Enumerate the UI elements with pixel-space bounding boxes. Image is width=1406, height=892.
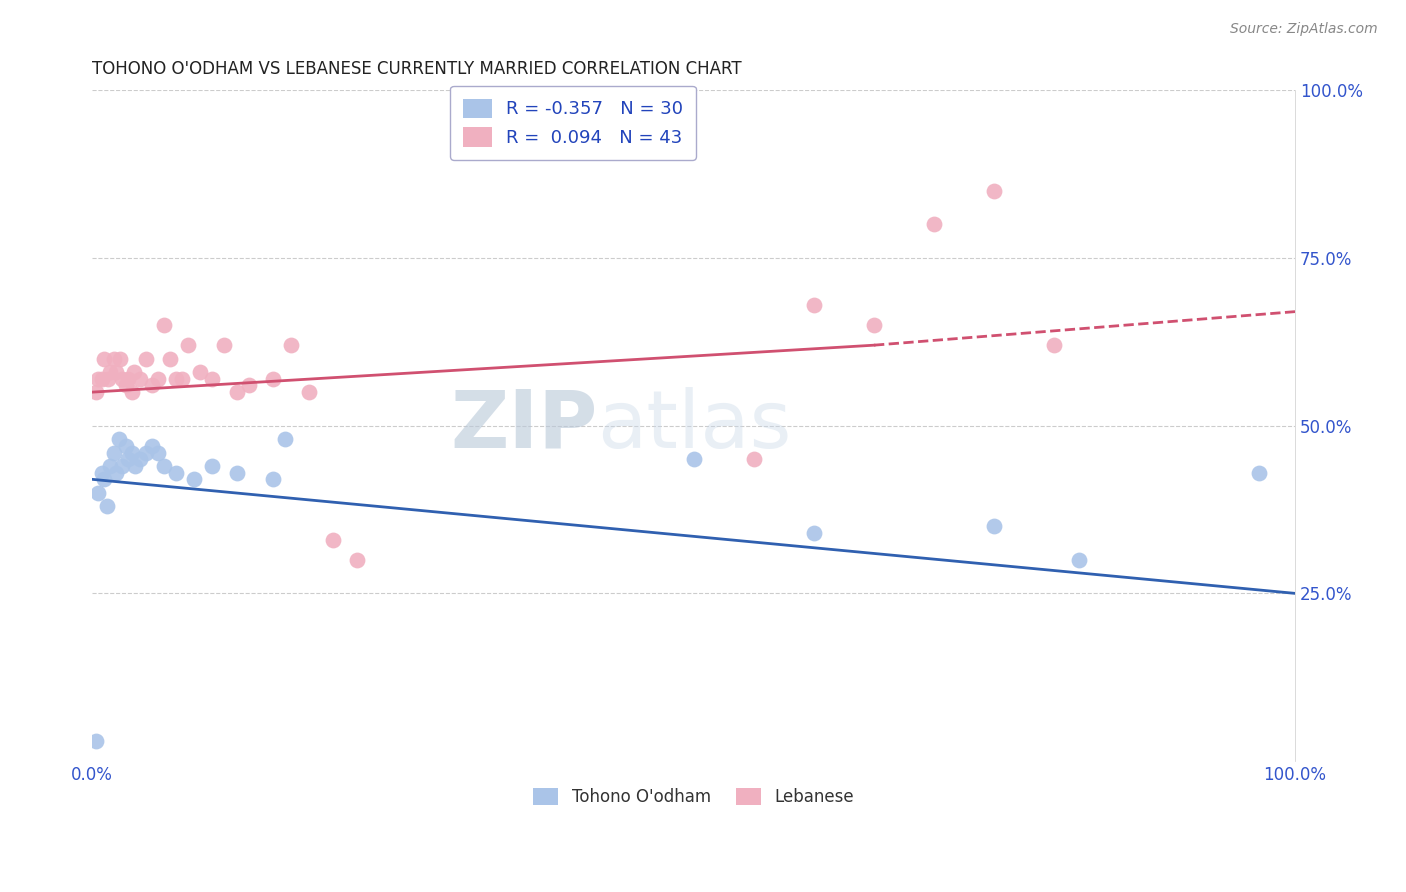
Point <box>108 351 131 366</box>
Point <box>183 472 205 486</box>
Point <box>124 365 146 379</box>
Point <box>273 432 295 446</box>
Point <box>238 378 260 392</box>
Text: Source: ZipAtlas.com: Source: ZipAtlas.com <box>1230 22 1378 37</box>
Point <box>105 365 128 379</box>
Point <box>107 432 129 446</box>
Point <box>103 351 125 366</box>
Point <box>129 372 152 386</box>
Point <box>190 365 212 379</box>
Point <box>111 372 134 386</box>
Point <box>172 372 194 386</box>
Point <box>1067 553 1090 567</box>
Point <box>111 458 134 473</box>
Point <box>117 372 139 386</box>
Legend: Tohono O'odham, Lebanese: Tohono O'odham, Lebanese <box>527 781 860 814</box>
Point <box>165 466 187 480</box>
Point <box>115 378 138 392</box>
Text: TOHONO O'ODHAM VS LEBANESE CURRENTLY MARRIED CORRELATION CHART: TOHONO O'ODHAM VS LEBANESE CURRENTLY MAR… <box>93 60 742 78</box>
Point <box>682 452 704 467</box>
Point <box>922 218 945 232</box>
Point <box>225 466 247 480</box>
Point <box>141 439 163 453</box>
Point <box>87 485 110 500</box>
Point <box>153 458 176 473</box>
Point <box>225 385 247 400</box>
Point <box>262 472 284 486</box>
Point <box>803 526 825 541</box>
Point <box>121 445 143 459</box>
Point <box>201 458 224 473</box>
Point <box>201 372 224 386</box>
Point <box>983 184 1005 198</box>
Text: ZIP: ZIP <box>450 386 598 465</box>
Point <box>159 351 181 366</box>
Point <box>93 472 115 486</box>
Point <box>742 452 765 467</box>
Point <box>98 365 121 379</box>
Point <box>129 452 152 467</box>
Point <box>96 499 118 513</box>
Point <box>97 372 120 386</box>
Point <box>84 385 107 400</box>
Point <box>103 445 125 459</box>
Point <box>105 466 128 480</box>
Point <box>280 338 302 352</box>
Point <box>135 445 157 459</box>
Point <box>90 372 112 386</box>
Text: atlas: atlas <box>598 386 792 465</box>
Point <box>177 338 200 352</box>
Point <box>298 385 321 400</box>
Point <box>153 318 176 332</box>
Point <box>87 372 110 386</box>
Point <box>803 298 825 312</box>
Point <box>93 351 115 366</box>
Point <box>148 445 170 459</box>
Point <box>124 458 146 473</box>
Point <box>322 533 344 547</box>
Point <box>983 519 1005 533</box>
Point <box>121 385 143 400</box>
Point <box>863 318 886 332</box>
Point <box>135 351 157 366</box>
Point <box>115 439 138 453</box>
Point <box>90 466 112 480</box>
Point <box>346 553 368 567</box>
Point <box>148 372 170 386</box>
Point <box>1043 338 1066 352</box>
Point <box>214 338 236 352</box>
Point <box>262 372 284 386</box>
Point <box>84 734 107 748</box>
Point <box>98 458 121 473</box>
Point <box>117 452 139 467</box>
Point <box>165 372 187 386</box>
Point <box>1247 466 1270 480</box>
Point <box>141 378 163 392</box>
